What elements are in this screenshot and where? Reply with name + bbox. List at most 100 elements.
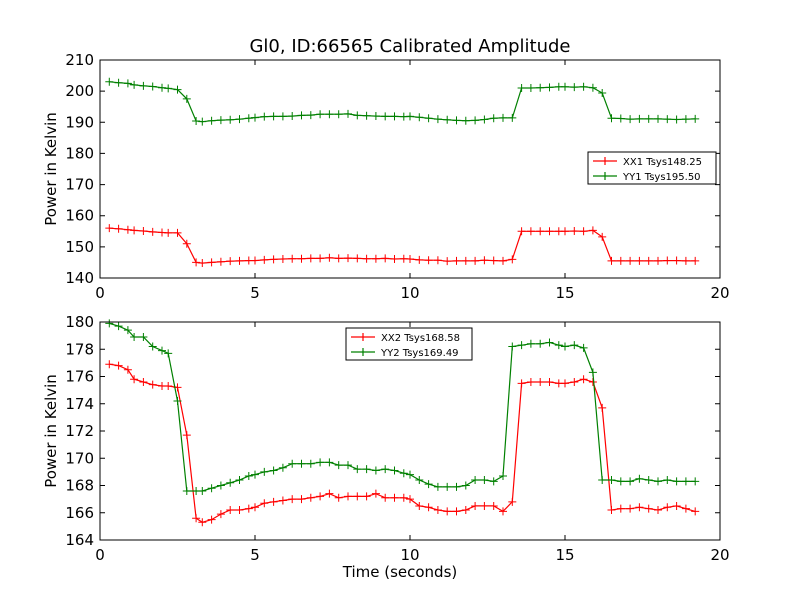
legend-label: XX2 Tsys168.58 (381, 333, 460, 344)
data-point (508, 113, 517, 122)
data-point (663, 256, 672, 265)
data-point (105, 360, 114, 369)
data-point (390, 255, 399, 264)
data-point (114, 361, 123, 370)
data-point (399, 469, 408, 478)
legend-marker (351, 333, 375, 341)
data-point (616, 504, 625, 513)
data-point (526, 377, 535, 386)
figure-title: Gl0, ID:66565 Calibrated Amplitude (249, 36, 570, 57)
y-tick-label: 140 (65, 269, 94, 287)
data-point (207, 116, 216, 125)
y-tick-label: 160 (65, 207, 94, 225)
data-point (570, 377, 579, 386)
data-point (399, 493, 408, 502)
data-point (260, 467, 269, 476)
data-point (371, 489, 380, 498)
data-point (278, 255, 287, 264)
y-tick-label: 178 (65, 340, 94, 358)
data-point (288, 112, 297, 121)
legend-box (587, 151, 717, 185)
y-tick-label: 210 (65, 51, 94, 69)
data-point (198, 486, 207, 495)
data-point (148, 82, 157, 91)
data-point (570, 83, 579, 92)
data-point (588, 226, 597, 235)
data-point (526, 84, 535, 93)
x-tick-label: 5 (250, 284, 260, 302)
data-point (316, 254, 325, 263)
data-point (616, 256, 625, 265)
data-point (344, 461, 352, 470)
data-point (579, 343, 588, 352)
data-point (251, 256, 259, 265)
data-point (626, 477, 635, 486)
data-point (545, 83, 554, 92)
data-point (433, 506, 442, 515)
data-point (139, 226, 148, 235)
data-point (362, 465, 371, 474)
data-point (182, 239, 191, 248)
data-point (579, 82, 588, 91)
data-point (362, 111, 371, 120)
data-point (344, 492, 352, 501)
data-point (198, 518, 207, 527)
data-point (499, 113, 507, 122)
data-point (371, 466, 380, 475)
data-point (148, 227, 157, 236)
data-point (480, 256, 489, 265)
data-point (499, 507, 507, 516)
data-point (545, 377, 554, 386)
data-point (579, 227, 588, 236)
data-point (306, 111, 315, 120)
data-point (517, 341, 526, 350)
data-point (269, 112, 278, 121)
data-point (654, 114, 662, 123)
data-point (471, 501, 480, 510)
data-point (198, 117, 207, 126)
data-point (480, 476, 489, 485)
x-tick-label: 15 (555, 546, 574, 564)
data-point (471, 116, 480, 125)
x-tick-label: 10 (400, 546, 419, 564)
data-point (471, 476, 480, 485)
data-point (654, 256, 662, 265)
data-point (607, 114, 616, 123)
data-point (598, 89, 607, 98)
data-point (173, 228, 182, 237)
data-point (164, 349, 173, 358)
data-point (226, 115, 235, 124)
data-point (616, 477, 625, 486)
data-point (681, 115, 690, 124)
data-point (406, 112, 414, 121)
data-point (570, 341, 579, 350)
data-point (244, 114, 253, 123)
data-point (325, 489, 334, 498)
data-point (371, 112, 380, 121)
data-point (325, 458, 334, 467)
data-point (672, 501, 681, 510)
x-axis-label: Time (seconds) (342, 563, 458, 581)
x-tick-label: 20 (710, 284, 729, 302)
data-point (508, 342, 517, 351)
data-point (269, 497, 278, 506)
data-point (173, 85, 182, 94)
data-point (105, 77, 114, 86)
data-point (424, 256, 433, 265)
data-point (536, 339, 545, 348)
data-point (598, 476, 607, 485)
data-point (691, 256, 700, 265)
data-point (489, 256, 498, 265)
data-point (644, 256, 653, 265)
data-point (334, 493, 343, 502)
data-point (344, 109, 352, 118)
data-point (325, 253, 334, 262)
data-point (554, 341, 563, 350)
data-point (344, 254, 352, 263)
data-point (192, 117, 201, 126)
data-point (269, 255, 278, 264)
data-point (607, 476, 616, 485)
data-point (626, 115, 635, 124)
data-point (362, 254, 371, 263)
